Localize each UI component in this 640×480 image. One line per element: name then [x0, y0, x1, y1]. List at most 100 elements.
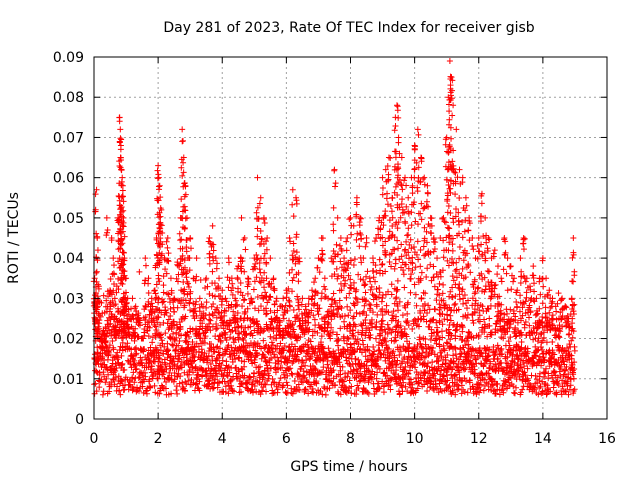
data-point	[526, 314, 533, 321]
data-point	[94, 247, 101, 254]
data-point	[271, 351, 278, 358]
data-point	[162, 385, 169, 392]
data-point	[411, 353, 418, 360]
data-point	[105, 371, 112, 378]
data-point	[470, 346, 477, 353]
data-point	[440, 346, 447, 353]
data-point	[331, 167, 338, 174]
data-point	[456, 195, 463, 202]
data-point	[196, 295, 203, 302]
data-point	[504, 255, 511, 262]
data-point	[330, 248, 337, 255]
data-point	[104, 366, 111, 373]
data-point	[206, 235, 213, 241]
data-point	[341, 313, 348, 320]
data-point	[452, 371, 459, 378]
data-point	[481, 360, 488, 367]
data-point	[390, 348, 397, 355]
data-point	[103, 343, 110, 350]
data-point	[385, 345, 392, 352]
data-point	[187, 245, 194, 252]
data-point	[102, 379, 109, 386]
data-point	[286, 298, 293, 305]
data-point	[156, 352, 163, 359]
data-point	[439, 361, 446, 368]
data-point	[427, 336, 434, 343]
data-point	[360, 341, 367, 348]
data-point	[176, 337, 183, 344]
data-point	[402, 246, 409, 253]
data-point	[154, 175, 161, 182]
data-point	[417, 246, 424, 253]
data-point	[432, 239, 439, 246]
data-point	[157, 363, 164, 370]
y-tick-labels: 00.010.020.030.040.050.060.070.080.09	[53, 50, 84, 428]
data-point	[455, 284, 462, 291]
data-point	[518, 339, 525, 346]
data-point	[289, 201, 296, 208]
data-point	[395, 307, 402, 314]
data-point	[124, 340, 131, 347]
data-point	[169, 341, 176, 348]
data-point	[128, 364, 135, 371]
data-point	[401, 209, 408, 216]
data-point	[346, 216, 353, 223]
data-point	[303, 357, 310, 364]
data-point	[444, 372, 451, 379]
data-point	[483, 347, 490, 354]
data-point	[381, 335, 388, 342]
data-point	[504, 360, 511, 367]
data-point	[461, 375, 468, 382]
data-point	[236, 354, 243, 361]
data-point	[391, 127, 398, 134]
data-point	[262, 289, 269, 296]
data-point	[329, 329, 336, 336]
data-point	[492, 390, 499, 397]
data-point	[376, 346, 383, 353]
y-tick-label: 0.04	[53, 251, 84, 267]
y-tick-label: 0.01	[53, 372, 84, 388]
data-point	[344, 373, 351, 380]
data-point	[162, 304, 169, 311]
data-point	[146, 359, 153, 366]
data-point	[245, 276, 252, 283]
data-point	[449, 365, 456, 372]
data-point	[494, 271, 501, 278]
data-point	[298, 363, 305, 370]
data-point	[223, 336, 230, 343]
data-point	[229, 387, 236, 394]
data-point	[387, 386, 394, 393]
data-point	[481, 316, 488, 323]
data-point	[550, 384, 557, 391]
data-point	[214, 260, 221, 267]
data-point	[444, 351, 451, 358]
data-point	[395, 245, 402, 252]
data-point	[324, 354, 331, 361]
data-point	[251, 359, 258, 366]
data-point	[507, 263, 514, 270]
data-point	[286, 317, 293, 324]
data-point	[343, 247, 350, 254]
data-point	[372, 335, 379, 342]
data-point	[253, 209, 260, 216]
data-point	[356, 378, 363, 385]
data-point	[571, 272, 578, 279]
x-tick-label: 0	[90, 431, 99, 447]
data-point	[452, 300, 459, 307]
data-point	[209, 268, 216, 275]
data-point	[376, 289, 383, 296]
data-point	[373, 375, 380, 382]
data-point	[405, 370, 412, 377]
data-point	[110, 255, 117, 262]
data-point	[142, 262, 149, 269]
data-point	[195, 348, 202, 355]
data-point	[425, 352, 432, 359]
data-point	[289, 266, 296, 273]
data-point	[295, 381, 302, 388]
data-point	[371, 348, 378, 355]
data-point	[161, 343, 168, 350]
data-point	[381, 326, 388, 333]
data-point	[444, 316, 451, 323]
data-point	[356, 243, 363, 250]
data-point	[145, 360, 152, 367]
